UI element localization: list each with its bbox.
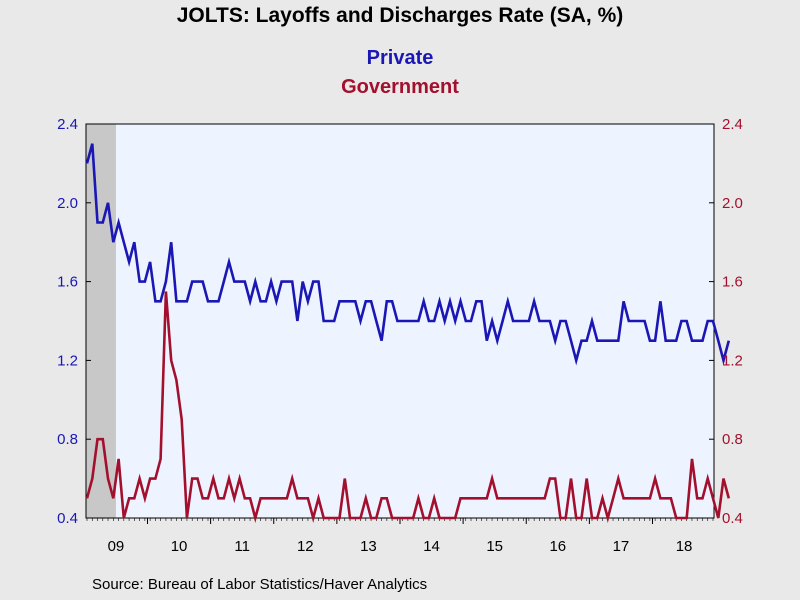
y-tick-label-right: 2.4	[722, 116, 743, 133]
x-tick-label: 12	[297, 538, 314, 555]
x-tick-label: 16	[549, 538, 566, 555]
series-line-private	[85, 143, 731, 366]
x-tick-label: 10	[171, 538, 188, 555]
y-tick-label-left: 2.4	[57, 116, 78, 133]
y-tick-label-left: 1.6	[57, 274, 78, 291]
y-tick-label-right: 0.8	[722, 431, 743, 448]
x-tick-label: 13	[360, 538, 377, 555]
legend-government: Government	[341, 76, 459, 98]
recession-shade	[86, 124, 116, 518]
x-tick-label: 15	[486, 538, 503, 555]
y-tick-label-left: 0.4	[57, 510, 78, 527]
x-tick-label: 14	[423, 538, 440, 555]
x-tick-label: 17	[613, 538, 630, 555]
chart-title: JOLTS: Layoffs and Discharges Rate (SA, …	[176, 4, 624, 27]
x-tick-label: 11	[234, 538, 250, 555]
x-tick-label: 09	[108, 538, 125, 555]
legend-private: Private	[366, 47, 434, 69]
y-tick-label-right: 1.2	[722, 352, 743, 369]
y-tick-label-right: 0.4	[722, 510, 743, 527]
source-note: Source: Bureau of Labor Statistics/Haver…	[92, 576, 428, 593]
x-tick-label: 18	[676, 538, 693, 555]
y-tick-label-left: 0.8	[57, 431, 78, 448]
y-tick-label-right: 2.0	[722, 195, 743, 212]
y-tick-label-right: 1.6	[722, 274, 743, 291]
series-line-government	[85, 291, 731, 524]
y-tick-label-left: 1.2	[57, 352, 78, 369]
y-tick-label-left: 2.0	[57, 195, 78, 212]
